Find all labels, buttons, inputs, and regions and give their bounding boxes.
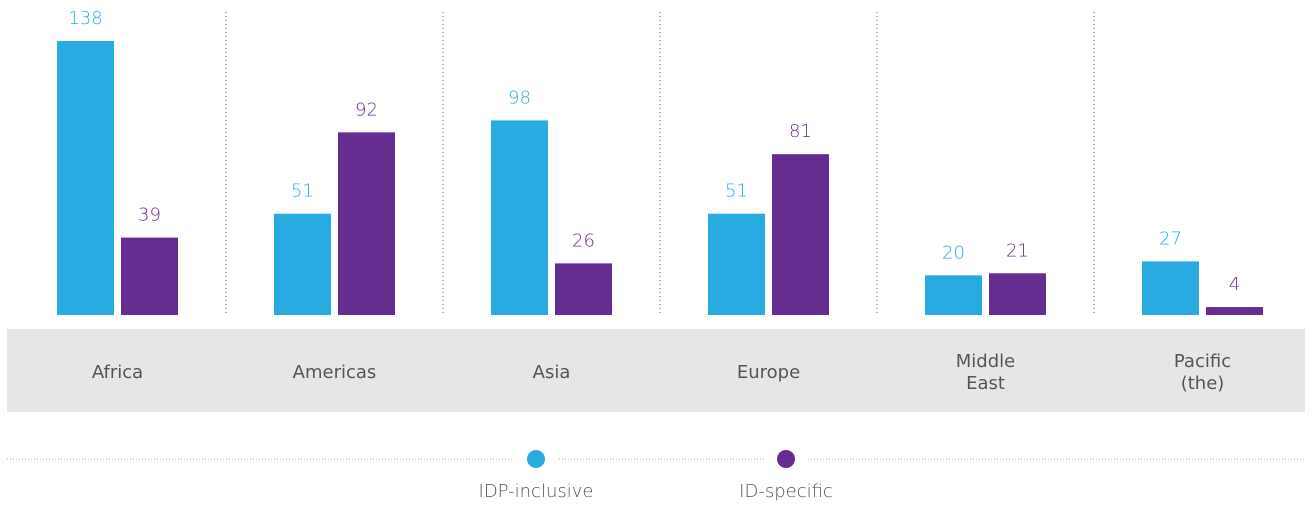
category-band xyxy=(7,329,1305,412)
value-label: 138 xyxy=(68,8,102,29)
value-label: 39 xyxy=(138,205,161,226)
bar xyxy=(274,213,331,315)
category-label: Pacific (the) xyxy=(1173,351,1232,394)
category-label: Africa xyxy=(91,362,144,383)
legend-marker xyxy=(777,450,795,468)
legend-marker xyxy=(527,450,545,468)
bar xyxy=(491,120,548,315)
value-label: 27 xyxy=(1159,228,1182,249)
legend-label: IDP-inclusive xyxy=(479,481,594,502)
value-label: 20 xyxy=(942,242,965,263)
value-label: 92 xyxy=(355,99,378,120)
bar xyxy=(1206,307,1263,315)
bar xyxy=(555,263,612,315)
bar xyxy=(57,41,114,315)
category-label: Europe xyxy=(736,362,801,383)
value-label: 26 xyxy=(572,230,595,251)
bar xyxy=(708,213,765,315)
value-label: 98 xyxy=(508,87,531,108)
value-label: 21 xyxy=(1006,240,1029,261)
category-label: Middle East xyxy=(955,351,1016,394)
bar xyxy=(925,275,982,315)
bar xyxy=(1142,261,1199,315)
value-label: 4 xyxy=(1229,274,1240,295)
bar xyxy=(989,273,1046,315)
value-label: 81 xyxy=(789,121,812,142)
category-label: Americas xyxy=(292,362,377,383)
value-label: 51 xyxy=(291,181,314,202)
bar xyxy=(338,132,395,315)
value-label: 51 xyxy=(725,181,748,202)
category-label: Asia xyxy=(532,362,571,383)
legend-label: ID-specific xyxy=(739,481,833,502)
bar xyxy=(772,154,829,315)
bar xyxy=(121,237,178,315)
